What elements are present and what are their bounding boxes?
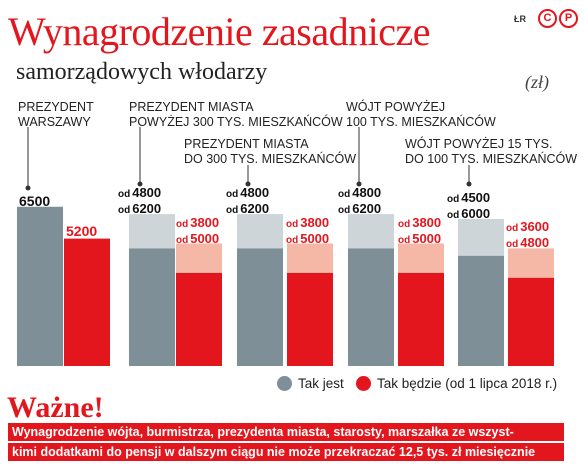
value-max: 4800 xyxy=(520,235,550,250)
value-prefix: od xyxy=(398,235,411,246)
value-min: 4800 xyxy=(240,185,270,200)
legend-swatch-current xyxy=(277,376,292,391)
bar-new-min-1 xyxy=(176,272,222,366)
value-label-current-2: od 4800 od 6200 xyxy=(226,186,269,218)
bar-current-min-2 xyxy=(237,248,283,366)
legend-label-current: Tak jest xyxy=(298,376,344,391)
bar-current-max-4 xyxy=(458,219,504,256)
value-prefix: od xyxy=(506,239,519,250)
value-label-new-4: od 3600 od 4800 xyxy=(506,220,549,252)
value-max: 5000 xyxy=(190,231,220,246)
legend-swatch-new xyxy=(356,376,371,391)
value-min: 3800 xyxy=(300,215,330,230)
bar-new-max-1 xyxy=(176,243,222,273)
value-min: 3600 xyxy=(520,219,550,234)
value-prefix: od xyxy=(226,189,239,200)
leader-dot-3 xyxy=(356,181,362,187)
value-min: 3800 xyxy=(412,215,442,230)
category-label-city-to-300k: PREZYDENT MIASTA DO 300 TYS. MIESZKAŃCÓW xyxy=(184,137,357,166)
bar-new-min-3 xyxy=(398,272,444,366)
page-title: Wynagrodzenie zasadnicze xyxy=(8,9,431,54)
value-label-new-1: od 3800 od 5000 xyxy=(176,216,219,248)
category-label-city-over-300k: PREZYDENT MIASTA POWYŻEJ 300 TYS. MIESZK… xyxy=(129,100,343,129)
bar-current-min-4 xyxy=(458,255,504,366)
legend-item-current: Tak jest xyxy=(277,376,344,391)
value-prefix: od xyxy=(338,205,351,216)
value-prefix: od xyxy=(118,205,131,216)
bar-current-min-3 xyxy=(348,248,394,366)
value-prefix: od xyxy=(176,235,189,246)
unit-label: (zł) xyxy=(525,72,549,92)
value-min: 4800 xyxy=(352,185,382,200)
value-min: 4800 xyxy=(132,185,162,200)
value-label-new-2: od 3800 od 5000 xyxy=(286,216,329,248)
leader-dot-1 xyxy=(137,181,143,187)
leader-dot-4 xyxy=(466,181,472,187)
value-label-current-1: od 4800 od 6200 xyxy=(118,186,161,218)
author-credit: ŁR xyxy=(514,14,526,24)
bar-new-min-2 xyxy=(287,272,333,366)
value-prefix: od xyxy=(118,189,131,200)
value-max: 6200 xyxy=(352,201,382,216)
leader-dot-2 xyxy=(245,181,251,187)
notice-line-1: Wynagrodzenie wójta, burmistrza, prezyde… xyxy=(8,423,564,441)
legend-item-new: Tak będzie (od 1 lipca 2018 r.) xyxy=(356,376,557,391)
bar-new-max-4 xyxy=(508,248,554,278)
notice-heading: Ważne! xyxy=(7,391,104,424)
value-min: 3800 xyxy=(190,215,220,230)
value-max: 6200 xyxy=(240,201,270,216)
value-max: 5000 xyxy=(412,231,442,246)
value-prefix: od xyxy=(226,205,239,216)
notice-line-2: kimi dodatkami do pensji w dalszym ciągu… xyxy=(8,443,564,461)
value-label-current-0: 6500 xyxy=(19,193,51,209)
value-label-current-4: od 4500 od 6000 xyxy=(447,191,490,223)
bar-current-min-0 xyxy=(17,206,63,366)
value-prefix: od xyxy=(286,219,299,230)
bar-new-max-3 xyxy=(398,243,444,273)
value-label-current-3: od 4800 od 6200 xyxy=(338,186,381,218)
bar-current-max-1 xyxy=(129,214,175,249)
logo-c-mark: C xyxy=(538,9,557,28)
value-prefix: od xyxy=(176,219,189,230)
value-max: 6200 xyxy=(132,201,162,216)
bar-new-max-2 xyxy=(287,243,333,273)
page-subtitle: samorządowych włodarzy xyxy=(16,59,268,85)
legend-label-new: Tak będzie (od 1 lipca 2018 r.) xyxy=(377,376,558,391)
logo-p-mark: P xyxy=(559,9,578,28)
leader-dot-0 xyxy=(25,185,31,191)
value-min: 4500 xyxy=(461,190,491,205)
bar-new-min-0 xyxy=(64,238,110,366)
value-label-new-0: 5200 xyxy=(66,223,98,239)
value-prefix: od xyxy=(447,194,460,205)
value-prefix: od xyxy=(338,189,351,200)
bar-current-max-3 xyxy=(348,214,394,249)
category-label-wojt-over-100k: WÓJT POWYŻEJ 100 TYS. MIESZKAŃCÓW xyxy=(346,100,496,129)
category-label-wojt-15-100k: WÓJT POWYŻEJ 15 TYS. DO 100 TYS. MIESZKA… xyxy=(405,137,578,166)
value-label-new-3: od 3800 od 5000 xyxy=(398,216,441,248)
value-max: 6000 xyxy=(461,206,491,221)
bar-current-min-1 xyxy=(129,248,175,366)
value-prefix: od xyxy=(286,235,299,246)
value-prefix: od xyxy=(447,210,460,221)
bar-current-max-2 xyxy=(237,214,283,249)
bar-new-min-4 xyxy=(508,277,554,366)
value-prefix: od xyxy=(506,223,519,234)
category-label-warszawa: PREZYDENT WARSZAWY xyxy=(18,100,94,129)
value-max: 5000 xyxy=(300,231,330,246)
value-prefix: od xyxy=(398,219,411,230)
